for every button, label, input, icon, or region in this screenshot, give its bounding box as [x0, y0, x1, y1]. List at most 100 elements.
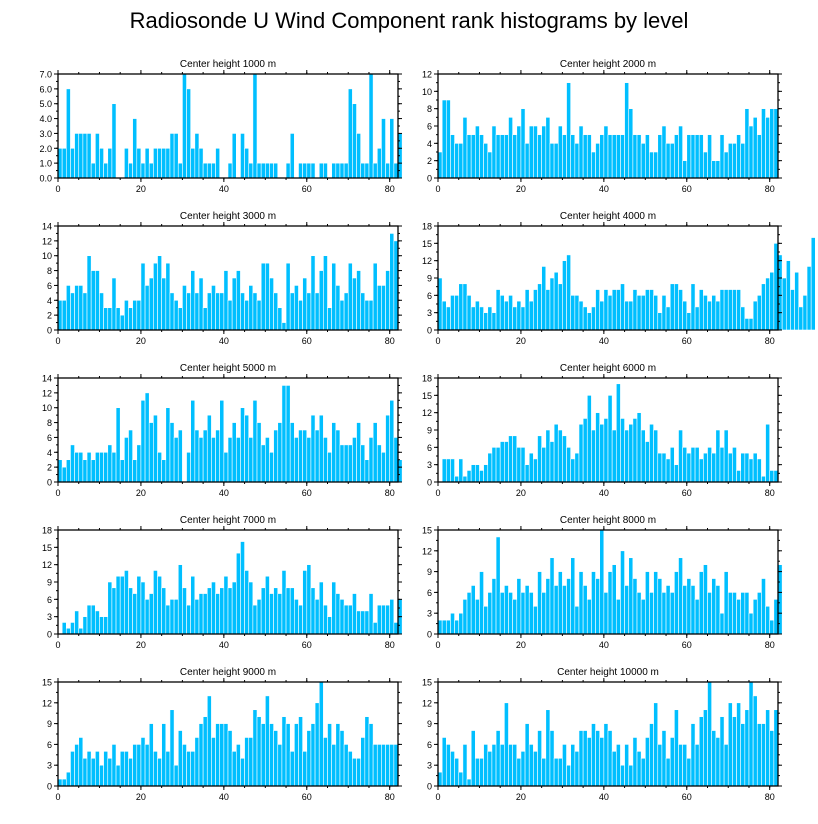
histogram-bar	[807, 266, 811, 330]
histogram-bar	[124, 148, 128, 178]
histogram-bar	[513, 436, 517, 482]
histogram-bar	[158, 256, 162, 330]
histogram-bar	[645, 135, 649, 178]
histogram-bar	[228, 437, 232, 482]
histogram-bar	[386, 605, 390, 634]
histogram-bar	[666, 758, 670, 786]
histogram-bar	[455, 143, 459, 178]
histogram-bar	[583, 135, 587, 178]
histogram-bar	[633, 135, 637, 178]
histogram-bar	[737, 703, 741, 786]
x-tick-label: 40	[219, 640, 229, 650]
histogram-bar	[591, 152, 595, 178]
histogram-bar	[174, 133, 178, 178]
histogram-bar	[340, 300, 344, 330]
histogram-bar	[575, 606, 579, 634]
histogram-bar	[616, 135, 620, 178]
histogram-bar	[265, 263, 269, 330]
histogram-bar	[112, 278, 116, 330]
histogram-bar	[467, 295, 471, 330]
histogram-bar	[108, 308, 112, 330]
histogram-bar	[104, 617, 108, 634]
histogram-bar	[66, 89, 70, 178]
histogram-bar	[274, 163, 278, 178]
histogram-bar	[83, 133, 87, 178]
histogram-bar	[294, 437, 298, 482]
histogram-bar	[737, 290, 741, 330]
histogram-bar	[479, 470, 483, 482]
histogram-bar	[761, 579, 765, 634]
histogram-bar	[728, 290, 732, 330]
histogram-bar	[479, 572, 483, 634]
histogram-bar	[66, 628, 70, 634]
y-tick-label: 12	[422, 256, 432, 266]
histogram-bar	[332, 582, 336, 634]
histogram-bar	[236, 271, 240, 330]
histogram-bar	[91, 271, 95, 330]
histogram-bar	[687, 313, 691, 330]
histogram-bar	[579, 731, 583, 786]
histogram-bar	[587, 599, 591, 634]
histogram-panel: Center height 9000 m036912150 20 40 60 80	[42, 667, 402, 802]
histogram-bar	[207, 588, 211, 634]
histogram-bar	[365, 717, 369, 786]
histogram-bar	[649, 152, 653, 178]
histogram-bar	[228, 588, 232, 634]
histogram-bar	[616, 744, 620, 786]
histogram-bar	[538, 436, 542, 482]
x-tick-label: 20	[516, 488, 526, 498]
x-tick-label: 60	[682, 488, 692, 498]
histogram-bar	[357, 611, 361, 634]
histogram-bar	[365, 611, 369, 634]
histogram-bar	[386, 415, 390, 482]
histogram-bar	[62, 467, 66, 482]
histogram-bar	[249, 285, 253, 330]
x-tick-label: 40	[219, 184, 229, 194]
histogram-bar	[269, 594, 273, 634]
histogram-bar	[463, 744, 467, 786]
histogram-bar	[386, 744, 390, 786]
histogram-bar	[253, 74, 257, 178]
figure-canvas: Center height 1000 m0.01.02.03.04.05.06.…	[0, 0, 818, 824]
histogram-bar	[145, 744, 149, 786]
x-tick-label: 20	[136, 488, 146, 498]
histogram-bar	[352, 278, 356, 330]
y-tick-label: 5.0	[39, 99, 52, 109]
histogram-bar	[716, 430, 720, 482]
x-tick-label: 40	[219, 336, 229, 346]
y-tick-label: 0	[427, 782, 432, 792]
histogram-panel: Center height 2000 m0246810120 20 40 60 80	[422, 59, 782, 194]
histogram-bar	[62, 300, 66, 330]
y-tick-label: 18	[422, 374, 432, 384]
panel-title: Center height 5000 m	[180, 363, 276, 374]
histogram-bar	[562, 585, 566, 634]
histogram-bar	[741, 143, 745, 178]
y-tick-label: 10	[422, 87, 432, 97]
histogram-bar	[187, 605, 191, 634]
histogram-bar	[182, 588, 186, 634]
histogram-bar	[591, 430, 595, 482]
histogram-bar	[517, 126, 521, 178]
histogram-bar	[521, 447, 525, 482]
histogram-bar	[249, 582, 253, 634]
histogram-bar	[128, 163, 132, 178]
y-tick-label: 6	[427, 122, 432, 132]
histogram-bar	[674, 710, 678, 786]
histogram-bar	[207, 163, 211, 178]
histogram-bar	[687, 579, 691, 634]
histogram-bar	[137, 445, 141, 482]
histogram-bar	[187, 293, 191, 330]
histogram-bar	[538, 731, 542, 786]
histogram-bar	[749, 682, 753, 786]
histogram-bar	[533, 126, 537, 178]
histogram-bar	[332, 163, 336, 178]
x-tick-label: 60	[302, 792, 312, 802]
histogram-bar	[145, 148, 149, 178]
histogram-bar	[658, 744, 662, 786]
histogram-bar	[475, 465, 479, 482]
histogram-bar	[269, 724, 273, 786]
histogram-bar	[348, 263, 352, 330]
histogram-bar	[479, 135, 483, 178]
x-tick-label: 0	[435, 640, 440, 650]
histogram-bar	[220, 724, 224, 786]
